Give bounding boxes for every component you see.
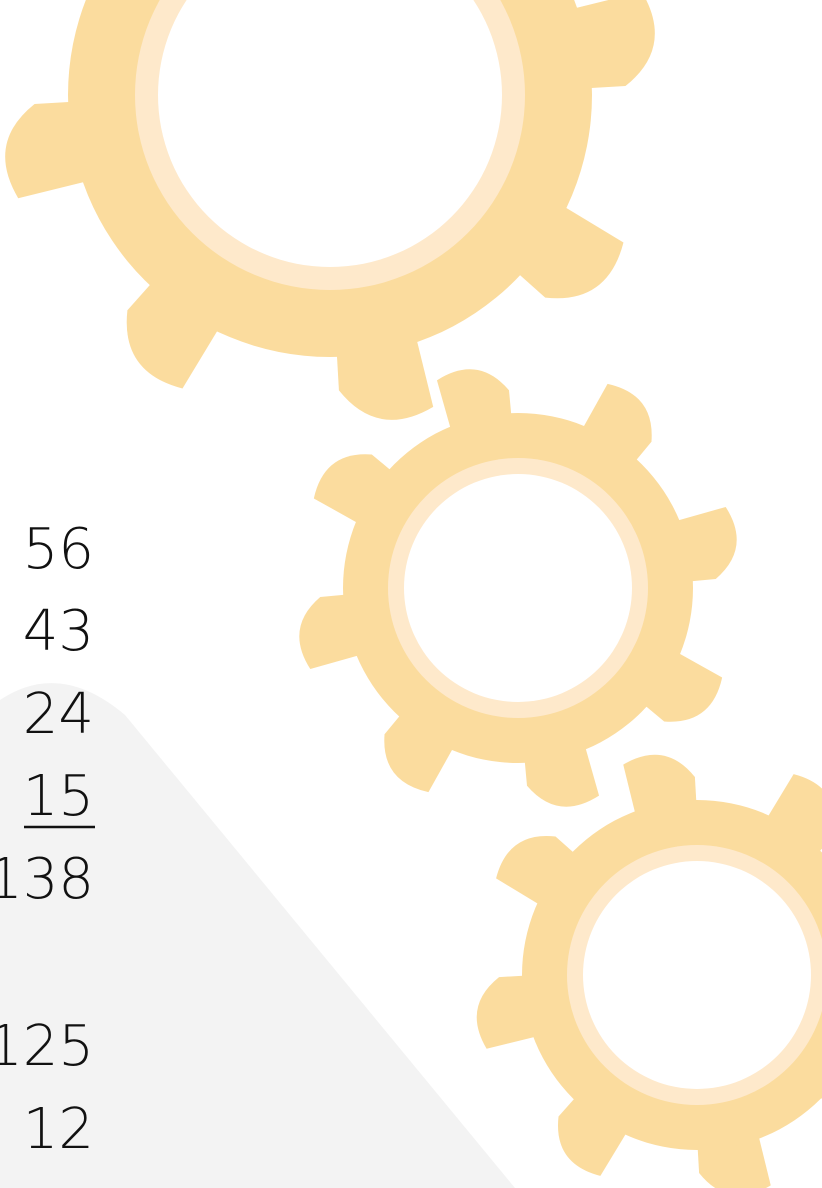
gear [470, 748, 822, 1188]
gear-hole [404, 474, 632, 702]
number: 12 [23, 1097, 94, 1162]
gear-hole [583, 861, 811, 1089]
number: 24 [23, 682, 94, 747]
page: {"column": {"numbers": [56, 43, 24, 15, … [0, 0, 822, 1188]
number: 125 [0, 1014, 94, 1079]
number: 56 [23, 517, 94, 582]
number: 138 [0, 847, 94, 912]
gear [0, 0, 664, 429]
number: 43 [23, 599, 94, 664]
number: 15 [23, 764, 94, 829]
gear [291, 361, 745, 815]
worksheet: 56 43 24 15 138 125 12 [0, 0, 822, 1188]
